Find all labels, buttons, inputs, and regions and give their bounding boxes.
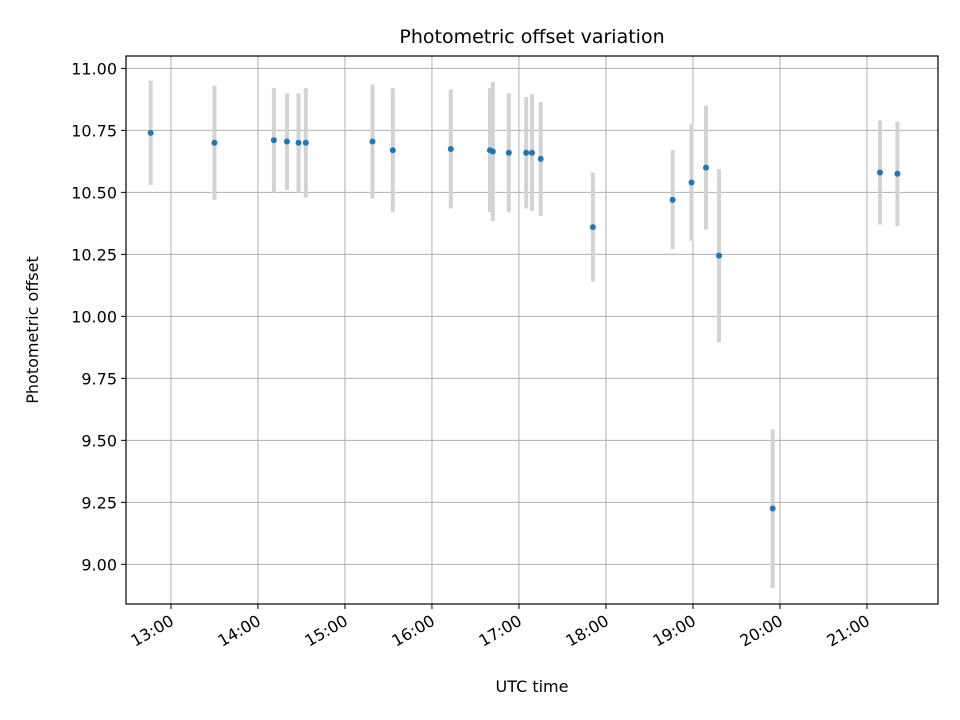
y-tick-label: 11.00 [71, 59, 117, 78]
data-point [302, 139, 309, 146]
y-tick-label: 9.25 [81, 493, 117, 512]
y-tick-label: 9.50 [81, 431, 117, 450]
x-tick-label: 20:00 [737, 611, 786, 651]
y-axis-ticks: 9.00 9.25 9.50 9.75 10.00 10.25 10.50 10.75 11.0… [71, 59, 126, 574]
data-point [389, 147, 396, 154]
x-tick-label: 14:00 [215, 611, 264, 651]
data-point [283, 138, 290, 145]
x-axis-title: UTC time [496, 677, 569, 696]
y-axis-title: Photometric offset [23, 256, 42, 404]
data-point [716, 252, 723, 259]
data-point [295, 139, 302, 146]
x-tick-label: 17:00 [476, 611, 525, 651]
x-tick-label: 21:00 [824, 611, 873, 651]
errorbar-layer [148, 80, 900, 588]
x-tick-label: 19:00 [650, 611, 699, 651]
point-layer [147, 129, 901, 512]
y-tick-label: 10.75 [71, 121, 117, 140]
data-point [529, 149, 535, 156]
data-point [589, 224, 596, 231]
x-tick-label: 16:00 [389, 611, 438, 651]
y-tick-label: 10.50 [71, 183, 117, 202]
y-tick-label: 10.00 [71, 307, 117, 326]
data-point [537, 155, 544, 162]
data-point [211, 139, 218, 146]
x-tick-label: 18:00 [563, 611, 612, 651]
data-point [669, 196, 676, 203]
data-point [877, 169, 883, 176]
data-point [688, 179, 695, 186]
data-point [270, 137, 277, 144]
chart-title: Photometric offset variation [399, 26, 664, 48]
x-tick-label: 13:00 [128, 611, 177, 651]
data-point [369, 138, 376, 145]
x-tick-label: 15:00 [302, 611, 351, 651]
data-point [505, 149, 512, 156]
plot-frame [125, 55, 939, 605]
x-axis-ticks: 13:00 14:00 15:00 16:00 17:00 18:00 19:00 20:00… [128, 604, 873, 651]
y-tick-label: 9.00 [81, 555, 117, 574]
data-point [447, 145, 454, 152]
data-point [523, 149, 530, 156]
y-tick-label: 9.75 [81, 369, 117, 388]
data-point [894, 170, 901, 177]
y-tick-label: 10.25 [71, 245, 117, 264]
data-point [147, 129, 154, 136]
data-point [489, 148, 496, 155]
data-point [769, 505, 776, 512]
data-point [703, 164, 709, 171]
